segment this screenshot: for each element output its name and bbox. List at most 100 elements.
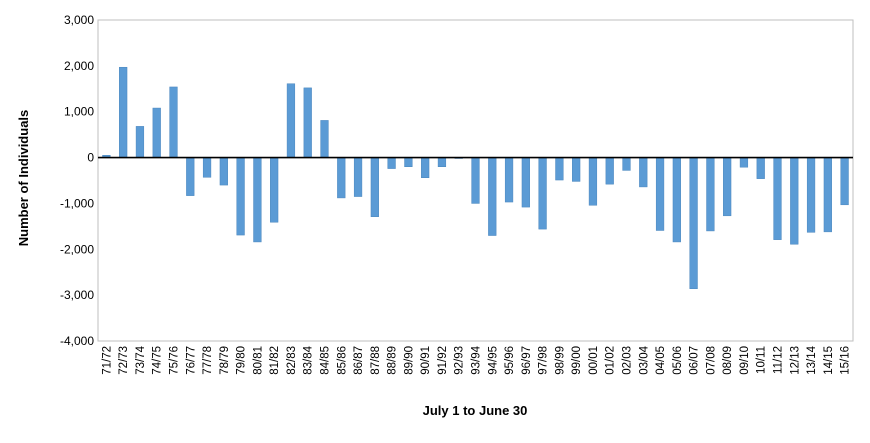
x-tick-label: 77/78 xyxy=(202,346,214,375)
x-tick-label: 99/00 xyxy=(571,346,583,375)
x-tick-label: 87/88 xyxy=(370,346,382,375)
x-tick-label: 98/99 xyxy=(554,346,566,375)
x-tick-label: 92/93 xyxy=(454,346,466,375)
x-tick-label: 10/11 xyxy=(756,346,768,374)
x-tick-label: 73/74 xyxy=(135,345,147,374)
bar xyxy=(488,157,497,236)
bar xyxy=(370,157,379,217)
bar xyxy=(706,157,715,232)
bar xyxy=(320,120,329,158)
plot-area-border xyxy=(97,19,854,342)
bar xyxy=(739,157,749,168)
x-tick-label: 81/82 xyxy=(269,346,281,375)
y-tick-label: -3,000 xyxy=(60,288,94,302)
bar xyxy=(672,157,681,243)
x-tick-label: 07/08 xyxy=(705,346,717,375)
bar xyxy=(152,107,161,158)
x-tick-label: 03/04 xyxy=(638,345,650,374)
bar xyxy=(286,83,296,158)
x-tick-label: 15/16 xyxy=(840,346,852,375)
x-tick-label: 78/79 xyxy=(219,346,231,375)
bar xyxy=(655,157,665,231)
bar xyxy=(723,157,732,217)
x-tick-label: 85/86 xyxy=(336,346,348,375)
x-tick-label: 12/13 xyxy=(789,346,801,375)
x-tick-label: 96/97 xyxy=(521,346,533,375)
x-tick-label: 05/06 xyxy=(672,346,684,375)
y-axis-title: Number of Individuals xyxy=(16,110,31,247)
bar xyxy=(588,157,598,206)
x-tick-label: 97/98 xyxy=(538,346,550,375)
bar xyxy=(639,157,648,188)
bar xyxy=(471,157,480,204)
x-tick-label: 86/87 xyxy=(353,346,365,375)
bar xyxy=(387,157,396,169)
x-tick-label: 02/03 xyxy=(622,346,634,375)
bar xyxy=(202,157,212,178)
x-tick-label: 06/07 xyxy=(689,346,701,375)
bar xyxy=(236,157,245,236)
x-tick-label: 79/80 xyxy=(236,346,248,375)
x-tick-label: 90/91 xyxy=(420,346,432,375)
x-tick-label: 11/12 xyxy=(773,346,785,374)
x-tick-label: 82/83 xyxy=(286,346,298,375)
y-axis-tick-labels: 3,000 2,000 1,000 0 -1,000 -2,000 -3,000 -4,000 xyxy=(60,13,94,348)
x-tick-label: 09/10 xyxy=(739,346,751,375)
bar xyxy=(504,157,514,203)
bar xyxy=(806,157,816,233)
bar xyxy=(572,157,581,182)
x-tick-label: 75/76 xyxy=(169,346,181,375)
x-tick-label: 94/95 xyxy=(487,346,499,375)
x-tick-label: 04/05 xyxy=(655,346,667,375)
bars-layer xyxy=(102,66,849,289)
x-tick-label: 13/14 xyxy=(806,345,818,374)
x-axis-title: July 1 to June 30 xyxy=(423,403,528,418)
x-tick-label: 00/01 xyxy=(588,346,600,375)
x-tick-label: 72/73 xyxy=(118,346,130,375)
x-tick-label: 93/94 xyxy=(471,345,483,374)
bar xyxy=(219,157,228,186)
x-tick-label: 89/90 xyxy=(403,346,415,375)
bar xyxy=(353,157,363,197)
x-tick-label: 91/92 xyxy=(437,346,449,375)
y-tick-label: 3,000 xyxy=(64,13,94,27)
y-tick-label: -1,000 xyxy=(60,196,94,210)
bar xyxy=(404,157,413,167)
y-tick-label: -2,000 xyxy=(60,242,94,256)
bar xyxy=(303,87,312,158)
bar xyxy=(823,157,832,233)
y-tick-label: 2,000 xyxy=(64,59,94,73)
y-tick-label: -4,000 xyxy=(60,334,94,348)
bar xyxy=(119,66,128,158)
x-tick-label: 74/75 xyxy=(152,346,164,375)
bar xyxy=(437,157,447,167)
x-tick-label: 14/15 xyxy=(823,346,835,375)
bar xyxy=(756,157,765,179)
bar xyxy=(186,157,195,196)
x-tick-label: 80/81 xyxy=(252,346,264,375)
x-axis-tick-labels: 71/72 72/73 73/74 74/75 75/76 76/77 77/78 78/79… xyxy=(101,345,851,374)
bar xyxy=(555,157,564,181)
x-tick-label: 84/85 xyxy=(320,346,332,375)
y-tick-label: 1,000 xyxy=(64,105,94,119)
bar xyxy=(135,126,145,158)
bar xyxy=(253,157,262,243)
x-tick-label: 71/72 xyxy=(101,346,113,375)
bar xyxy=(840,157,849,206)
bar xyxy=(421,157,430,178)
x-tick-label: 01/02 xyxy=(605,346,617,375)
bar xyxy=(790,157,799,245)
bar xyxy=(689,157,698,289)
x-tick-label: 08/09 xyxy=(722,346,734,375)
x-tick-label: 83/84 xyxy=(303,345,315,374)
bar xyxy=(773,157,782,240)
bar xyxy=(622,157,631,171)
x-tick-label: 95/96 xyxy=(504,346,516,375)
bar xyxy=(169,86,178,158)
x-tick-label: 76/77 xyxy=(185,346,197,375)
x-tick-label: 88/89 xyxy=(387,346,399,375)
bar xyxy=(270,157,279,223)
bar xyxy=(337,157,346,199)
